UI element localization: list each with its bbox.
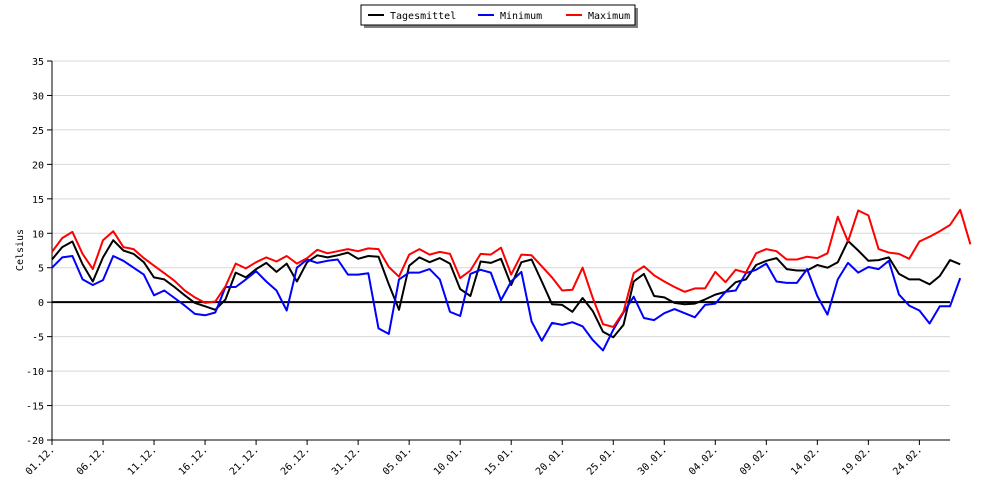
x-tick-label: 24.02. [891,444,924,477]
x-tick-label: 11.12. [126,444,159,477]
grid-lines [52,60,950,407]
x-tick-label: 26.12. [279,444,312,477]
legend: Tagesmittel Minimum Maximum [360,4,638,28]
legend-entry-minimum: Minimum [478,11,542,22]
y-axis-title: Celsius [15,229,26,271]
y-tick-label: 30 [32,91,44,102]
series-line-minimum [51,255,962,352]
y-tick-label: -5 [32,333,44,344]
x-tick-labels: 01.12. 06.12. 11.12. 16.12. 21.12. 26.12. 31.1… [24,444,925,477]
series-line-tagesmittel [51,239,961,339]
x-tick-label: 30.01. [636,444,669,477]
y-tick-label: -15 [26,402,44,413]
x-tick-label: 05.01. [381,444,414,477]
y-tick-labels: -20 -15 -10 -5 0 5 10 15 20 25 30 35 [26,57,44,447]
y-tick-label: 20 [32,160,44,171]
legend-label-maximum: Maximum [588,11,630,22]
x-tick-label: 10.01. [432,444,465,477]
y-tick-label: 15 [32,195,44,206]
x-tick-label: 01.12. [24,444,57,477]
x-tick-label: 09.02. [738,444,771,477]
axes [47,60,950,445]
y-tick-label: 10 [32,229,44,240]
x-tick-label: 21.12. [228,444,261,477]
legend-label-tagesmittel: Tagesmittel [390,11,456,22]
x-tick-label: 15.01. [483,444,516,477]
x-tick-label: 06.12. [75,444,108,477]
y-tick-label: 0 [38,298,44,309]
x-tick-label: 04.02. [687,444,720,477]
series-lines [51,208,972,352]
legend-label-minimum: Minimum [500,11,542,22]
legend-box [360,4,636,26]
x-tick-label: 31.12. [330,444,363,477]
x-tick-label: 14.02. [789,444,822,477]
legend-entry-maximum: Maximum [566,11,630,22]
y-tick-label: -10 [26,367,44,378]
y-tick-label: 35 [32,57,44,68]
x-tick-label: 16.12. [177,444,210,477]
legend-entry-tagesmittel: Tagesmittel [368,11,456,22]
series-line-maximum [51,208,972,328]
x-tick-label: 25.01. [585,444,618,477]
y-tick-label: 25 [32,126,44,137]
x-tick-label: 20.01. [534,444,567,477]
x-tick-label: 19.02. [840,444,873,477]
y-tick-label: 5 [38,264,44,275]
y-tick-label: -20 [26,436,44,447]
